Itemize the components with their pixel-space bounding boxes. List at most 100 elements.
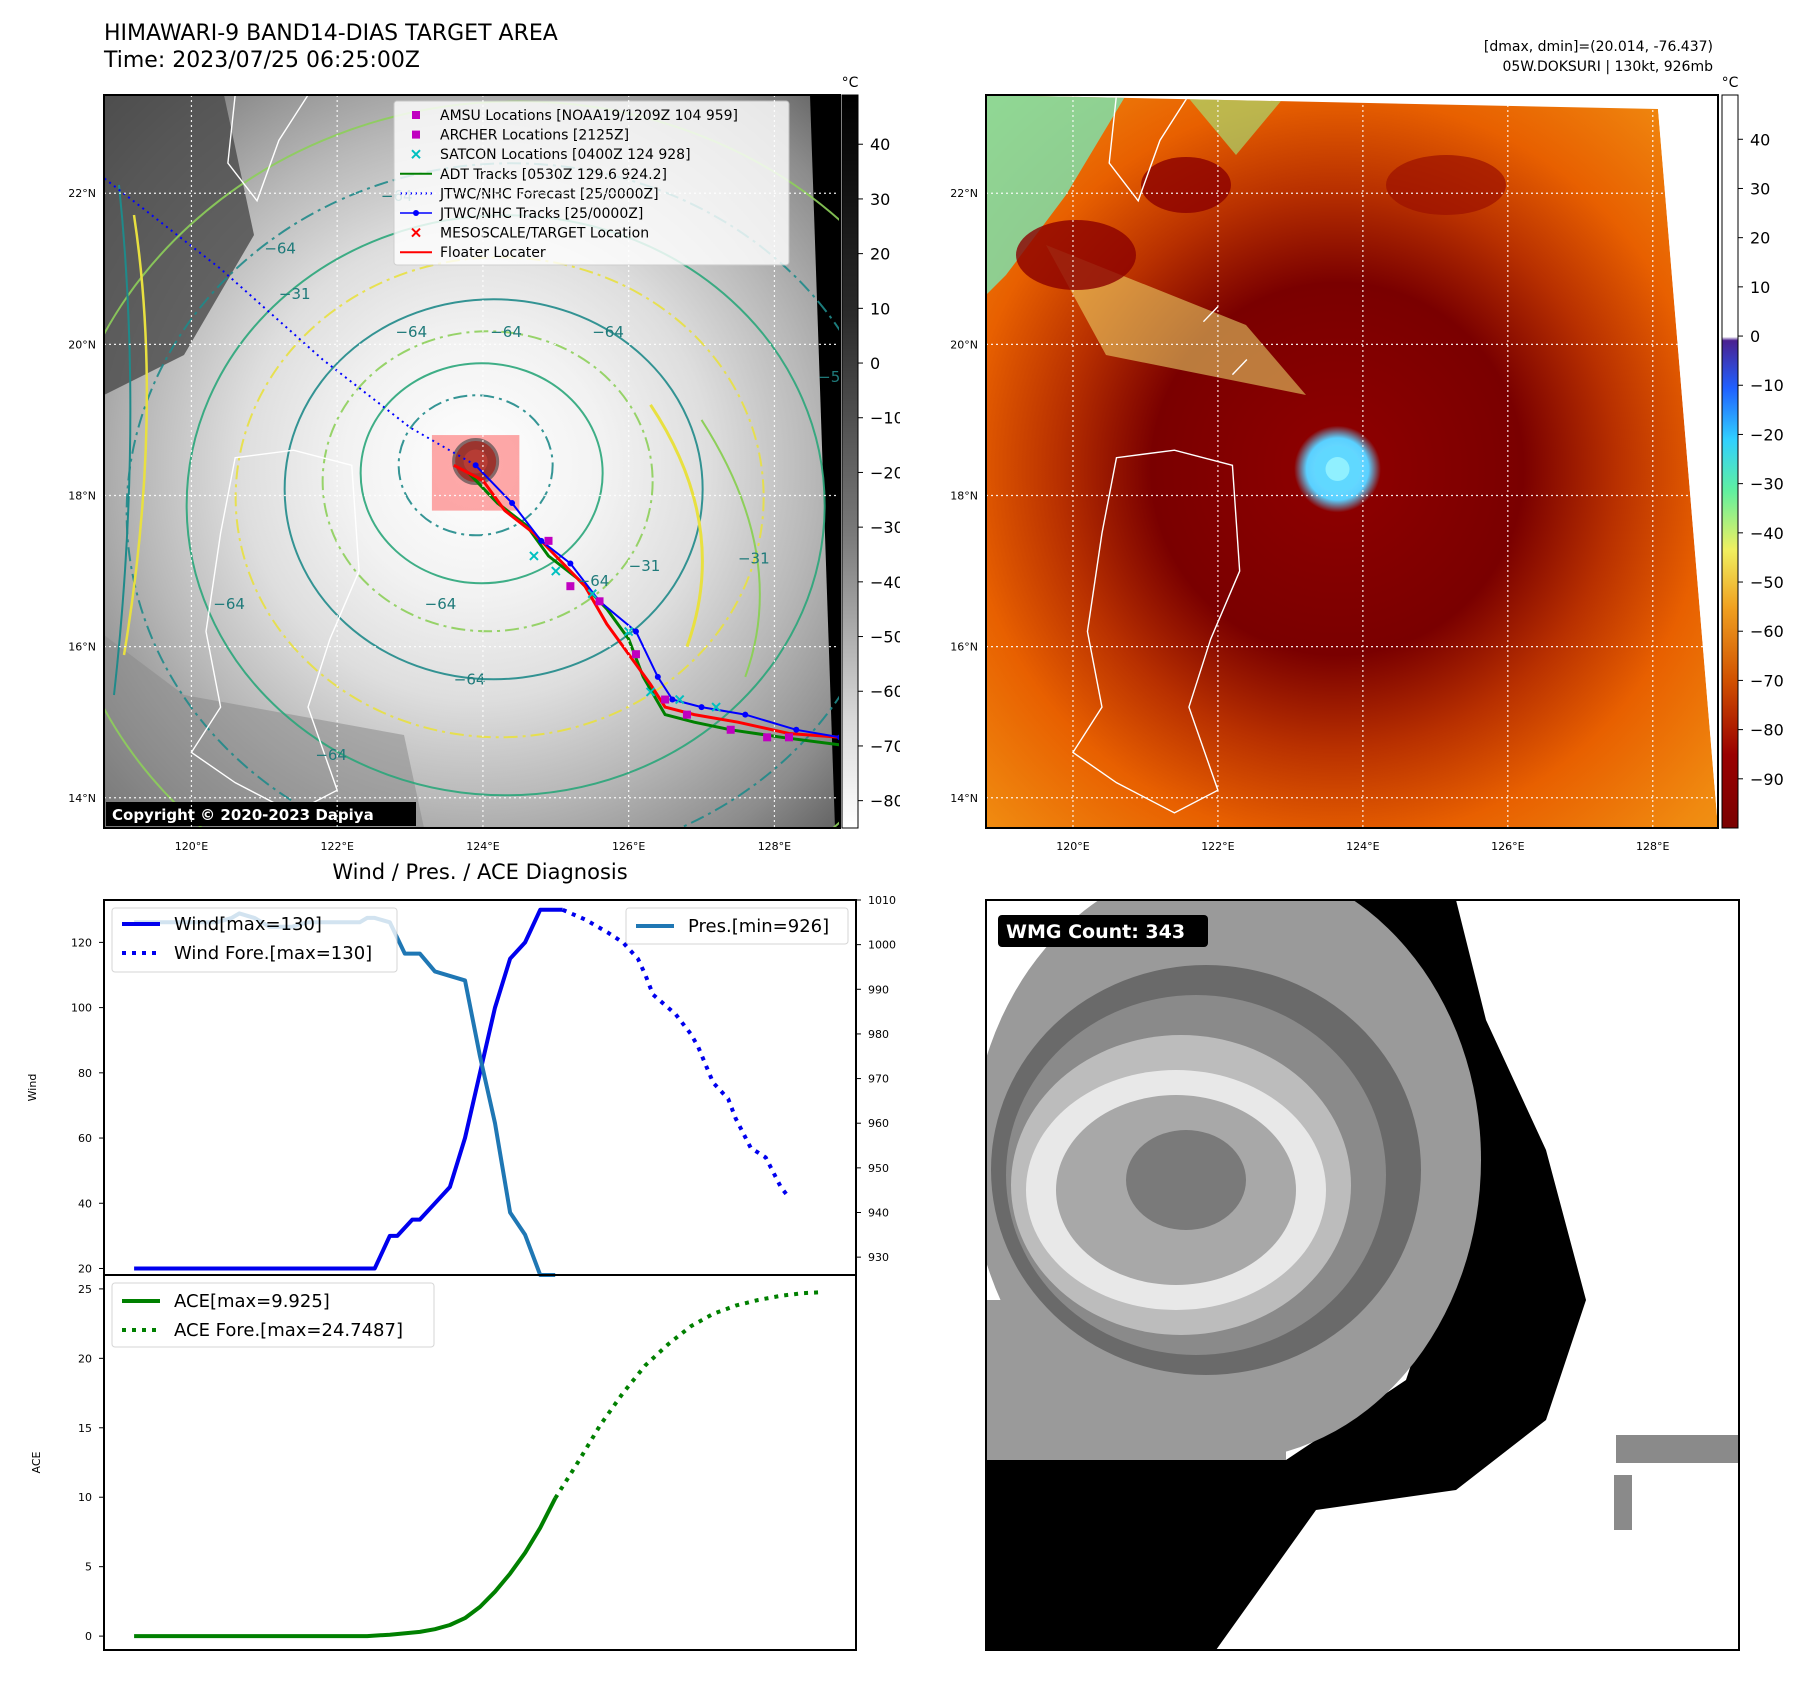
right-colorbar-tick-label: 20	[1750, 229, 1770, 248]
cold-cloud-patch	[1386, 155, 1506, 215]
amsu-point	[566, 582, 575, 591]
amsu-point	[784, 733, 793, 742]
legend-box	[625, 907, 849, 945]
contour-label: −64	[315, 746, 347, 764]
wmg-imagery	[986, 900, 1739, 1650]
ace-panel: 0 5 10 15 20 25 ACE ACE[max=9.925] ACE Fore.[max…	[30, 1274, 857, 1651]
brightness-contour	[700, 419, 761, 678]
right-colorbar-tick-label: −40	[1750, 524, 1784, 543]
right-colorbar-tick-label: −30	[1750, 475, 1784, 494]
jtwc-track-point	[698, 704, 705, 711]
left-frame	[103, 94, 841, 829]
left-lon-tick-label: 124°E	[466, 840, 499, 850]
jtwc-track-point	[538, 537, 545, 544]
contour-label: −31	[629, 557, 661, 575]
wind-tick-label: 40	[78, 1197, 92, 1210]
right-lat-tick-label: 20°N	[950, 338, 978, 351]
left-lat-tick-label: 16°N	[68, 641, 96, 654]
left-lat-tick-label: 14°N	[68, 792, 96, 805]
jtwc-track-point	[742, 711, 749, 718]
target-area-box	[431, 435, 520, 511]
figure-time: Time: 2023/07/25 06:25:00Z	[104, 48, 420, 73]
left-colorbar-tick-label: −80	[870, 792, 900, 811]
jtwc-track	[474, 464, 840, 739]
amsu-point	[544, 536, 553, 545]
amsu-point	[682, 710, 691, 719]
left-lat-tick-label: 20°N	[68, 338, 96, 351]
brightness-contour	[113, 184, 132, 696]
legend-label: Wind Fore.[max=130]	[174, 943, 372, 964]
left-colorbar-tick-label: 20	[870, 245, 890, 264]
wmg-count-text: WMG Count: 343	[1006, 921, 1185, 943]
brightness-contour	[283, 298, 704, 681]
pressure-tick-label: 950	[868, 1162, 889, 1175]
pressure-tick-label: 980	[868, 1028, 889, 1041]
wmg-eye	[1126, 1130, 1246, 1230]
amsu-point	[763, 733, 772, 742]
floater-track	[453, 463, 840, 739]
pressure-tick-label: 960	[868, 1117, 889, 1130]
storm-eye-core	[1325, 457, 1350, 482]
contour-label: −64	[395, 323, 427, 341]
wind-tick-label: 60	[78, 1132, 92, 1145]
wmg-small-block	[1614, 1475, 1632, 1530]
legend-label: Wind[max=130]	[174, 914, 322, 935]
legend-marker-square	[412, 111, 420, 119]
satcon-point	[551, 566, 561, 576]
legend-label: JTWC/NHC Forecast [25/0000Z]	[439, 186, 659, 202]
coastline	[1072, 449, 1241, 814]
right-gridlines	[986, 95, 1718, 828]
brightness-contour	[234, 256, 765, 739]
ace-tick-label: 10	[78, 1491, 92, 1504]
jtwc-track-point	[669, 696, 676, 703]
brightness-contour	[122, 214, 149, 656]
ace-tick-label: 25	[78, 1283, 92, 1296]
storm-info: 05W.DOKSURI | 130kt, 926mb	[1502, 59, 1713, 75]
right-colorbar-unit: °C	[1722, 75, 1739, 91]
ace-legend: ACE[max=9.925] ACE Fore.[max=24.7487]	[111, 1282, 435, 1348]
storm-eye-core	[463, 449, 488, 474]
clear-sky-region	[104, 635, 424, 828]
legend-label: ACE[max=9.925]	[174, 1291, 330, 1312]
ace-axis-label: ACE	[30, 1451, 43, 1473]
left-colorbar-tick-label: −70	[870, 737, 900, 756]
coastline	[190, 449, 360, 814]
left-colorbar-tick-label: −60	[870, 682, 900, 701]
left-lat-tick-label: 22°N	[68, 187, 96, 200]
brightness-contour	[397, 394, 554, 537]
legend-label: ARCHER Locations [2125Z]	[440, 128, 629, 144]
wmg-count-badge	[998, 915, 1208, 947]
pressure-tick-label: 940	[868, 1207, 889, 1220]
left-colorbar-tick-label: 10	[870, 299, 890, 318]
wmg-frame	[985, 899, 1740, 1651]
right-frame	[985, 94, 1719, 829]
copyright-badge	[106, 802, 416, 826]
wind-axis-label: Wind	[26, 1074, 39, 1102]
ace-tick-label: 5	[85, 1561, 92, 1574]
legend-label: ADT Tracks [0530Z 129.6 924.2]	[440, 167, 667, 183]
cold-cloud-patch	[1141, 157, 1231, 213]
amsu-point	[595, 597, 604, 606]
no-data-wedge	[1658, 95, 1718, 828]
satcon-point	[711, 702, 721, 712]
contour-label: −64	[454, 670, 486, 688]
legend-marker-square	[412, 130, 420, 139]
amsu-point	[661, 695, 670, 704]
pressure-tick-label: 1010	[868, 894, 896, 907]
wind-tick-label: 20	[78, 1262, 92, 1275]
series-line-wind-fore-	[561, 907, 790, 1198]
coastline	[1202, 306, 1248, 376]
left-colorbar-tick-label: −10	[870, 409, 900, 428]
right-colorbar-tick-label: −90	[1750, 770, 1784, 789]
clear-sky-region	[1186, 95, 1286, 155]
legend-label: MESOSCALE/TARGET Location	[440, 226, 649, 242]
pressure-legend: Pres.[min=926]	[625, 907, 849, 945]
legend-label: Floater Locater	[440, 245, 546, 261]
right-colorbar-tick-label: −50	[1750, 573, 1784, 592]
no-data-wedge	[810, 95, 840, 828]
jtwc-track-point	[793, 726, 800, 733]
jtwc-track-point	[472, 462, 479, 469]
satcon-point	[674, 694, 685, 705]
legend-label: JTWC/NHC Tracks [25/0000Z]	[439, 206, 643, 222]
legend-label: ACE Fore.[max=24.7487]	[174, 1320, 403, 1341]
